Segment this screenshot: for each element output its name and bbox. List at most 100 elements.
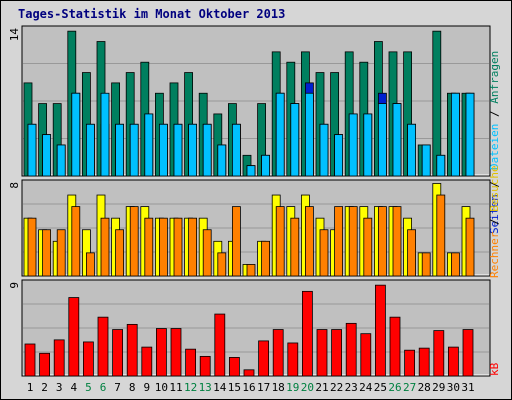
bar-kb: [155, 328, 167, 377]
bar-rechner: [27, 217, 37, 277]
x-tick-label: 25: [374, 381, 387, 394]
bar-kb: [141, 346, 153, 377]
x-tick-label: 15: [228, 381, 241, 394]
x-tick-label: 7: [114, 381, 121, 394]
bar-dateien: [173, 123, 183, 177]
x-tick-label: 27: [403, 381, 416, 394]
bar-dateien: [334, 134, 344, 177]
y-max-label: 8: [8, 182, 21, 189]
bar-dateien: [27, 123, 37, 177]
bar-kb: [243, 369, 255, 377]
bar-dateien: [115, 123, 124, 177]
bar-kb: [214, 313, 226, 377]
x-tick-label: 11: [169, 381, 182, 394]
bar-dateien: [56, 144, 66, 177]
bar-kb: [447, 346, 459, 377]
x-tick-label: 2: [41, 381, 48, 394]
bar-rechner: [202, 229, 212, 277]
legend-seiten-wrap: Seiten /: [488, 181, 501, 234]
bar-dateien: [129, 123, 139, 177]
x-tick-label: 6: [100, 381, 107, 394]
x-tick-label: 3: [56, 381, 63, 394]
bar-rechner: [377, 206, 387, 277]
bar-kb: [287, 342, 299, 377]
y-max-label: 9: [8, 282, 21, 289]
bar-kb: [360, 333, 372, 377]
bar-kb: [418, 347, 430, 377]
x-tick-label: 1: [27, 381, 34, 394]
bar-dateien: [100, 92, 110, 177]
x-tick-label: 10: [155, 381, 168, 394]
bar-dateien: [450, 92, 460, 177]
bar-dateien: [377, 103, 387, 177]
bar-anfragen: [432, 30, 442, 177]
x-tick-label: 19: [286, 381, 299, 394]
bar-dateien: [202, 123, 212, 177]
bar-rechner: [71, 206, 81, 277]
legend-rechner: Rechner: [488, 231, 501, 278]
bar-rechner: [42, 229, 51, 277]
bar-kb: [272, 329, 284, 377]
bar-rechner: [392, 206, 402, 277]
bar-rechner: [465, 217, 475, 277]
bar-kb: [374, 284, 386, 377]
bar-dateien: [421, 144, 431, 177]
legend-besuche: Besuche: [488, 165, 501, 211]
bar-rechner: [334, 206, 344, 277]
bar-dateien: [261, 154, 271, 177]
legend-kb: kB: [488, 362, 501, 376]
bar-kb: [185, 348, 197, 377]
bar-kb: [331, 329, 343, 377]
x-tick-label: 24: [359, 381, 373, 394]
bar-kb: [228, 357, 240, 377]
bar-rechner: [304, 206, 314, 277]
bar-rechner: [246, 264, 256, 277]
bar-rechner: [115, 229, 124, 277]
bar-kb: [83, 341, 94, 377]
bar-rechner: [217, 252, 227, 277]
bar-rechner: [56, 229, 66, 277]
bar-rechner: [421, 252, 431, 277]
x-tick-label: 18: [272, 381, 285, 394]
x-tick-label: 8: [129, 381, 136, 394]
bar-rechner: [363, 217, 373, 277]
bar-rechner: [290, 217, 300, 277]
bar-dateien: [158, 123, 168, 177]
bar-dateien: [319, 123, 329, 177]
legend-dateien: Dateien: [488, 124, 501, 170]
bar-rechner: [407, 229, 417, 277]
bar-kb: [39, 352, 50, 377]
legend-sep-3: /: [488, 218, 501, 225]
bar-rechner: [348, 206, 358, 277]
chart-title: Tages-Statistik im Monat Oktober 2013: [18, 7, 286, 21]
bar-rechner: [275, 206, 285, 277]
legend-anfragen: Anfragen: [488, 51, 501, 104]
bar-dateien: [465, 92, 475, 177]
bar-rechner: [188, 217, 198, 277]
bar-kb: [433, 330, 445, 377]
bar-dateien: [246, 165, 256, 177]
bar-kb: [126, 323, 138, 377]
x-tick-label: 4: [70, 381, 77, 394]
bar-rechner: [436, 194, 446, 277]
bar-rechner: [319, 229, 329, 277]
x-tick-label: 28: [418, 381, 431, 394]
x-tick-label: 12: [184, 381, 197, 394]
bar-dateien: [290, 103, 300, 177]
bar-rechner: [173, 217, 183, 277]
bar-kb: [199, 355, 211, 377]
bar-kb: [345, 322, 357, 377]
bar-dateien: [363, 113, 373, 177]
legend-bottom: kB: [488, 362, 501, 376]
x-tick-label: 29: [432, 381, 445, 394]
x-tick-label: 30: [447, 381, 460, 394]
bar-rechner: [129, 206, 139, 277]
bar-kb: [112, 329, 123, 377]
bar-kb: [462, 329, 474, 377]
y-max-label: 14: [8, 28, 21, 42]
x-tick-label: 20: [301, 381, 314, 394]
bar-kb: [97, 316, 109, 377]
bar-dateien: [348, 113, 358, 177]
bar-kb: [68, 297, 80, 377]
legend-sep-1: /: [488, 110, 501, 117]
